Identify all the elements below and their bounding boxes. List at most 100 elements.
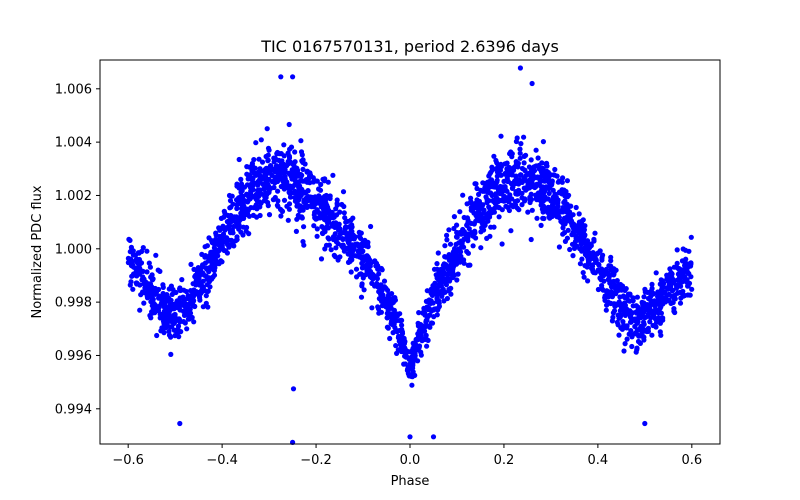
data-point — [147, 286, 153, 292]
data-point — [545, 169, 552, 176]
data-point — [340, 189, 347, 195]
data-point — [613, 291, 619, 297]
data-point — [155, 308, 162, 314]
data-point — [486, 190, 493, 196]
data-point — [445, 271, 451, 278]
data-point — [254, 198, 261, 204]
data-point — [368, 223, 374, 230]
data-point — [465, 231, 471, 237]
data-point — [528, 236, 534, 243]
data-point — [266, 189, 272, 195]
data-point — [618, 325, 624, 331]
data-point — [488, 224, 494, 230]
data-point — [335, 241, 341, 247]
data-point — [191, 319, 197, 325]
data-point — [540, 178, 546, 184]
data-point — [686, 248, 692, 254]
data-point — [528, 191, 534, 197]
data-point — [421, 328, 428, 334]
data-point — [513, 138, 520, 145]
data-point — [207, 252, 213, 258]
data-point — [360, 275, 366, 281]
data-point — [552, 211, 559, 217]
data-point — [506, 169, 512, 175]
data-point — [637, 340, 644, 346]
data-point — [307, 170, 313, 176]
data-point — [291, 170, 297, 176]
data-point — [671, 295, 677, 301]
data-point — [621, 293, 627, 300]
data-point — [325, 220, 331, 226]
data-point — [326, 242, 332, 248]
data-point — [182, 320, 188, 326]
data-point — [682, 292, 688, 299]
data-point — [474, 216, 480, 222]
data-point — [184, 326, 190, 332]
data-point — [582, 232, 588, 238]
data-point — [265, 145, 272, 151]
data-point — [314, 207, 320, 213]
data-point — [535, 190, 542, 196]
x-tick-label: 0.2 — [494, 453, 515, 468]
data-point — [603, 266, 610, 272]
data-point — [297, 187, 303, 193]
data-point — [658, 315, 664, 322]
data-point — [464, 248, 470, 255]
data-point — [265, 203, 271, 209]
data-point — [436, 303, 442, 309]
data-point — [261, 186, 267, 192]
data-point — [634, 310, 640, 316]
data-point — [337, 209, 343, 215]
data-point — [424, 343, 430, 349]
data-point — [608, 258, 614, 264]
data-point — [404, 354, 410, 360]
data-point — [624, 323, 630, 329]
data-point — [160, 294, 167, 300]
data-point — [248, 205, 254, 211]
data-point — [415, 358, 421, 364]
data-point — [175, 323, 182, 329]
data-point — [579, 256, 585, 262]
data-point — [569, 241, 576, 247]
data-point — [521, 134, 527, 140]
data-point — [246, 213, 252, 219]
data-point — [279, 168, 285, 174]
data-point — [577, 261, 584, 267]
data-point — [421, 305, 427, 311]
data-point — [490, 184, 496, 190]
data-point — [488, 177, 495, 183]
data-point — [209, 238, 215, 244]
data-point — [517, 155, 523, 161]
data-point — [232, 219, 238, 225]
data-point — [473, 235, 479, 241]
data-point — [591, 236, 597, 242]
data-point — [266, 212, 273, 218]
data-point — [558, 218, 564, 224]
data-point — [356, 233, 362, 240]
data-point — [125, 255, 131, 261]
data-point — [658, 304, 664, 310]
data-point — [249, 167, 255, 174]
data-point — [555, 179, 561, 185]
data-point — [643, 314, 649, 320]
data-point — [244, 171, 250, 177]
data-point — [256, 156, 262, 162]
data-point — [137, 307, 143, 313]
data-point — [238, 229, 244, 235]
data-point — [167, 324, 173, 330]
data-point — [166, 306, 172, 312]
data-point — [321, 178, 327, 184]
data-point — [678, 295, 684, 301]
data-point — [240, 206, 246, 212]
data-point — [641, 294, 647, 300]
data-point — [373, 260, 380, 266]
data-point — [688, 263, 694, 269]
data-point — [506, 165, 513, 171]
data-point — [458, 253, 464, 259]
data-point — [339, 236, 345, 242]
data-point — [472, 181, 478, 187]
data-point — [647, 303, 653, 309]
data-point — [600, 273, 607, 279]
data-point — [317, 187, 324, 193]
data-point — [592, 230, 598, 236]
